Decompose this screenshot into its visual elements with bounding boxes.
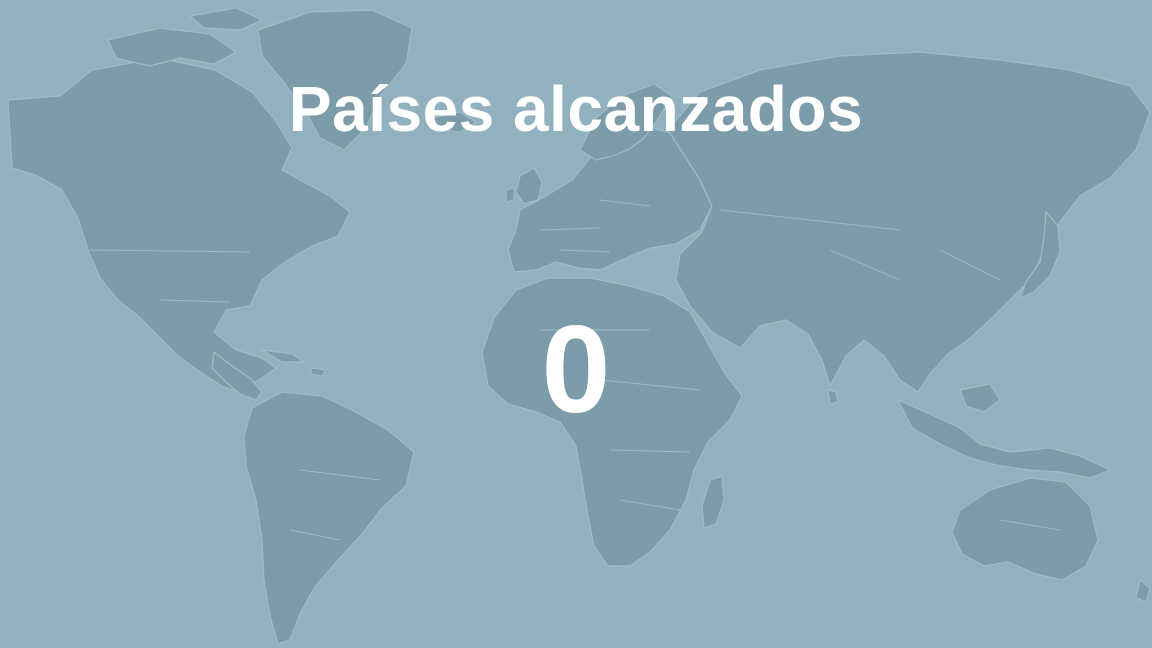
- british-isles-landmass: [505, 167, 543, 205]
- scandinavia-landmass: [579, 83, 673, 161]
- africa-landmass: [481, 277, 743, 567]
- new-zealand-landmass: [1135, 579, 1151, 603]
- central-america-landmass: [211, 351, 263, 401]
- madagascar-landmass: [701, 475, 725, 529]
- japan-landmass: [1019, 211, 1061, 299]
- countries-counter: 0: [541, 301, 611, 439]
- asia-landmass: [667, 51, 1151, 393]
- iceland-landmass: [431, 111, 477, 133]
- country-borders: [89, 199, 1061, 541]
- south-america-landmass: [243, 391, 415, 645]
- caribbean-islands-landmass: [261, 349, 327, 377]
- sri-lanka-landmass: [827, 389, 839, 405]
- southeast-asia-islands-landmass: [897, 383, 1111, 479]
- arctic-islands-landmass: [107, 7, 263, 67]
- north-america-landmass: [7, 57, 351, 393]
- australia-landmass: [951, 477, 1099, 581]
- page-title: Países alcanzados: [288, 73, 864, 145]
- greenland-landmass: [257, 9, 413, 151]
